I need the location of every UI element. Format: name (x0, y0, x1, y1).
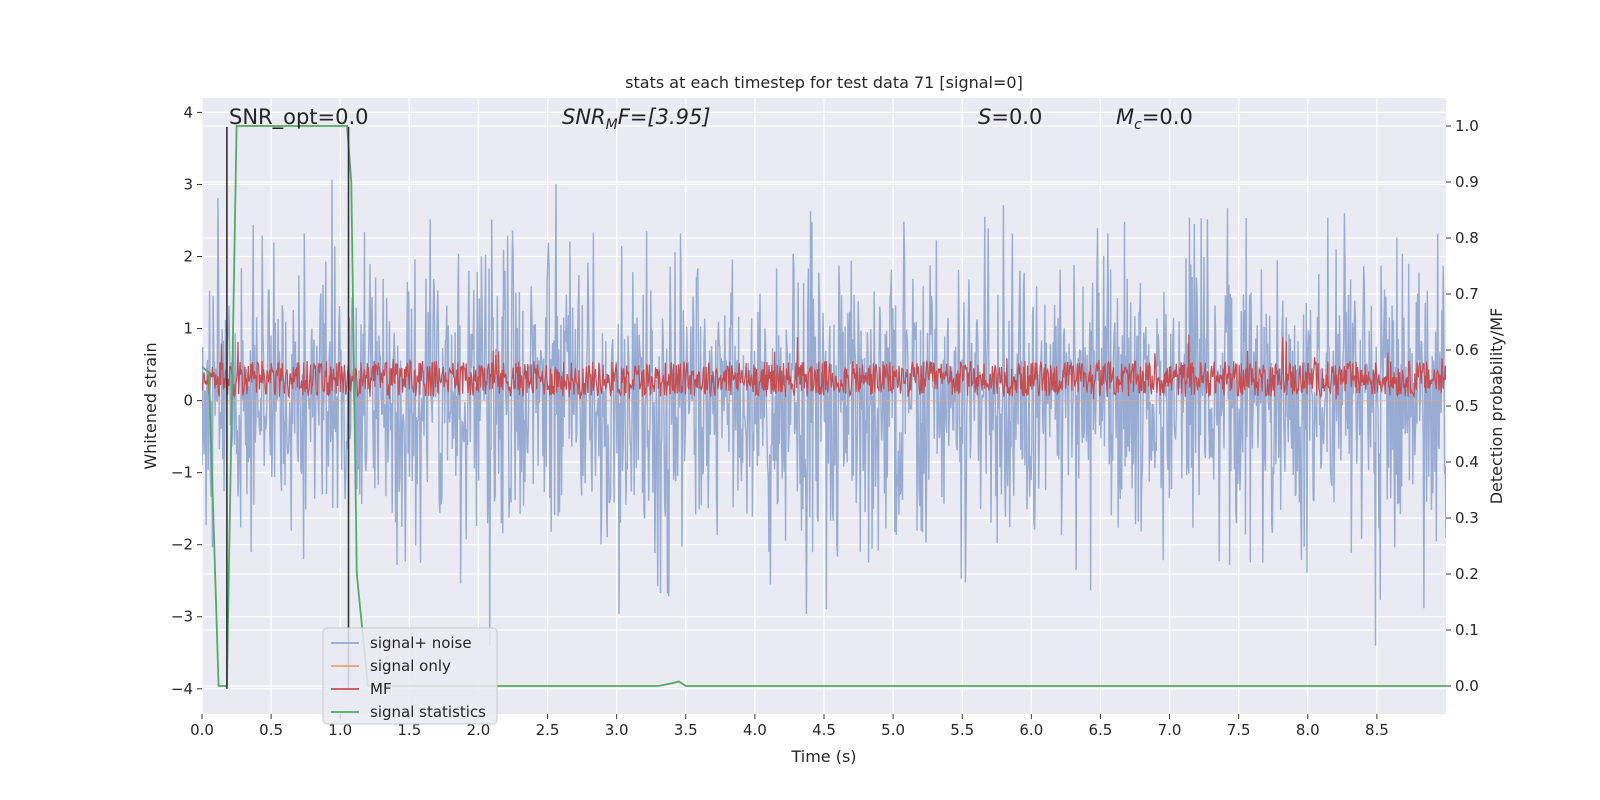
x-tick-label: 6.0 (1019, 721, 1043, 739)
y-axis-label-right: Detection probability/MF (1487, 308, 1506, 505)
y-tick-label-right: 0.4 (1455, 453, 1479, 471)
x-tick-label: 0.5 (259, 721, 283, 739)
x-tick-label: 1.0 (328, 721, 352, 739)
vertical-markers (226, 126, 350, 689)
annotation-s-var: S (978, 105, 991, 129)
y-tick-label-left: 0 (183, 392, 193, 410)
annotation-mc-var: M (1116, 105, 1134, 129)
x-tick-label: 6.5 (1089, 721, 1113, 739)
x-tick-label: 5.5 (950, 721, 974, 739)
annotation-mc: Mc=0.0 (1116, 105, 1193, 133)
x-tick-label: 7.5 (1227, 721, 1251, 739)
annotation-snr-mf-main: SNR (562, 105, 606, 129)
y-tick-label-left: −1 (171, 464, 193, 482)
y-tick-label-left: −4 (171, 680, 193, 698)
series-signal-statistics (202, 125, 1446, 687)
x-axis-ticks: 0.0 0.5 1.0 1.5 2.0 2.5 3.0 3.5 4.0 4.5 5.0 5.5 6.0 6… (190, 714, 1389, 739)
legend: signal+ noise signal only MF signal statist… (322, 627, 498, 725)
x-tick-label: 2.5 (536, 721, 560, 739)
annotation-mc-rest: =0.0 (1142, 105, 1193, 129)
legend-label: signal statistics (370, 703, 486, 721)
annotation-s-rest: =0.0 (991, 105, 1042, 129)
y-tick-label-right: 0.2 (1455, 565, 1479, 583)
annotation-snr-mf-sub: M (606, 117, 618, 133)
legend-box (322, 627, 498, 725)
x-axis-label: Time (s) (790, 747, 856, 766)
x-tick-label: 7.0 (1158, 721, 1182, 739)
y-tick-label-left: 4 (183, 103, 193, 121)
y-axis-right-ticks: 1.0 0.9 0.8 0.7 0.6 0.5 0.4 0.3 0.2 0.1 0.0 (1446, 117, 1479, 695)
annotation-s: S=0.0 (978, 105, 1042, 129)
series-line-signal-statistics (202, 125, 1446, 687)
legend-label: MF (370, 680, 392, 698)
y-axis-left-ticks: 4 3 2 1 0 −1 −2 −3 −4 (171, 103, 202, 698)
y-tick-label-right: 0.8 (1455, 229, 1479, 247)
y-tick-label-right: 0.6 (1455, 341, 1479, 359)
annotation-mc-sub: c (1134, 117, 1142, 133)
x-tick-label: 3.5 (674, 721, 698, 739)
y-tick-label-right: 0.1 (1455, 621, 1479, 639)
x-tick-label: 1.5 (397, 721, 421, 739)
y-tick-label-right: 1.0 (1455, 117, 1479, 135)
x-tick-label: 5.0 (881, 721, 905, 739)
y-tick-label-right: 0.3 (1455, 509, 1479, 527)
legend-label: signal only (370, 657, 451, 675)
x-tick-label: 4.5 (812, 721, 836, 739)
annotation-snr-mf: SNRMF=[3.95] (562, 105, 711, 133)
chart-title: stats at each timestep for test data 71 … (625, 73, 1023, 92)
x-tick-label: 8.0 (1296, 721, 1320, 739)
x-tick-label: 3.0 (605, 721, 629, 739)
y-tick-label-left: −2 (171, 536, 193, 554)
series-mf (202, 334, 1446, 400)
annotation-snr-mf-rest: F=[3.95] (618, 105, 711, 129)
y-tick-label-left: 3 (183, 175, 193, 193)
y-tick-label-right: 0.9 (1455, 173, 1479, 191)
y-tick-label-left: −3 (171, 608, 193, 626)
y-tick-label-right: 0.0 (1455, 677, 1479, 695)
x-tick-label: 0.0 (190, 721, 214, 739)
annotation-snr-opt: SNR_opt=0.0 (229, 105, 369, 130)
y-tick-label-right: 0.5 (1455, 397, 1479, 415)
series-line-mf (202, 334, 1446, 400)
x-tick-label: 4.0 (743, 721, 767, 739)
y-tick-label-left: 1 (183, 320, 193, 338)
y-tick-label-left: 2 (183, 248, 193, 266)
x-tick-label: 2.0 (467, 721, 491, 739)
y-axis-label-left: Whitened strain (141, 342, 160, 469)
x-tick-label: 8.5 (1365, 721, 1389, 739)
legend-label: signal+ noise (370, 634, 472, 652)
y-tick-label-right: 0.7 (1455, 285, 1479, 303)
